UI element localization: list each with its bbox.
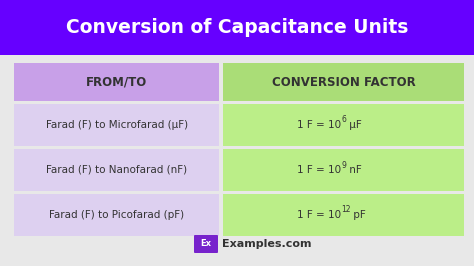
FancyBboxPatch shape <box>14 194 219 236</box>
FancyBboxPatch shape <box>0 55 474 266</box>
Text: 12: 12 <box>342 206 351 214</box>
Text: 1 F = 10: 1 F = 10 <box>298 120 342 130</box>
FancyBboxPatch shape <box>223 194 464 236</box>
Text: Farad (F) to Microfarad (μF): Farad (F) to Microfarad (μF) <box>46 120 188 130</box>
Text: nF: nF <box>346 165 362 175</box>
FancyBboxPatch shape <box>194 235 218 253</box>
FancyBboxPatch shape <box>223 104 464 146</box>
FancyBboxPatch shape <box>223 149 464 191</box>
Text: 1 F = 10: 1 F = 10 <box>298 165 342 175</box>
Text: CONVERSION FACTOR: CONVERSION FACTOR <box>272 76 415 89</box>
FancyBboxPatch shape <box>14 104 219 146</box>
Text: Farad (F) to Nanofarad (nF): Farad (F) to Nanofarad (nF) <box>46 165 187 175</box>
FancyBboxPatch shape <box>0 0 474 55</box>
Text: 1 F = 10: 1 F = 10 <box>298 210 342 220</box>
Text: Ex: Ex <box>201 239 211 248</box>
FancyBboxPatch shape <box>14 63 219 101</box>
Text: 9: 9 <box>342 160 346 169</box>
Text: FROM/TO: FROM/TO <box>86 76 147 89</box>
FancyBboxPatch shape <box>14 149 219 191</box>
Text: 6: 6 <box>342 115 346 124</box>
Text: μF: μF <box>346 120 362 130</box>
Text: Conversion of Capacitance Units: Conversion of Capacitance Units <box>66 18 408 37</box>
Text: pF: pF <box>350 210 365 220</box>
Text: Examples.com: Examples.com <box>222 239 311 249</box>
FancyBboxPatch shape <box>223 63 464 101</box>
Text: Farad (F) to Picofarad (pF): Farad (F) to Picofarad (pF) <box>49 210 184 220</box>
